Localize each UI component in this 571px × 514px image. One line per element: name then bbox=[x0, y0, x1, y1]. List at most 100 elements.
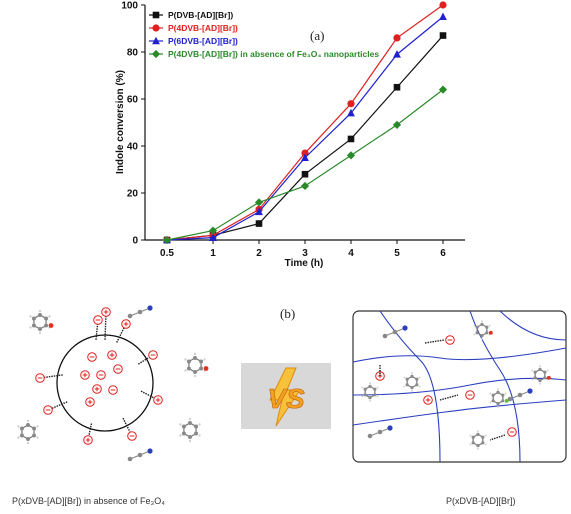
cation-icon bbox=[107, 350, 117, 360]
substrate-molecules-right bbox=[361, 320, 551, 450]
legend-entry: P(4DVB-[AD][Br]) in absence of Fe₃O₄ nan… bbox=[168, 49, 379, 59]
legend-entry: P(DVB-[AD][Br]) bbox=[168, 10, 233, 20]
anion-icon bbox=[108, 385, 118, 395]
data-point bbox=[255, 220, 263, 227]
molecule-icon bbox=[361, 382, 379, 402]
y-tick-label: 20 bbox=[127, 189, 139, 200]
polymer-sphere bbox=[56, 334, 154, 432]
data-point bbox=[347, 100, 355, 108]
series-line bbox=[166, 35, 444, 241]
legend-marker bbox=[152, 24, 160, 32]
molecule-icon bbox=[179, 417, 201, 443]
inner-ions bbox=[80, 350, 123, 407]
anion-icon bbox=[35, 373, 45, 383]
nitrile-molecule-icon bbox=[507, 388, 533, 402]
data-point bbox=[439, 1, 447, 9]
data-point bbox=[346, 151, 356, 160]
data-point bbox=[393, 83, 401, 91]
anion-icon bbox=[127, 431, 137, 441]
polymer-sphere-illustration bbox=[17, 305, 209, 462]
scheme-panel-b: (b) VS P(x bbox=[12, 305, 567, 506]
molecule-icon bbox=[184, 352, 209, 378]
data-point bbox=[162, 235, 172, 245]
data-point bbox=[301, 149, 309, 157]
molecule-icon bbox=[469, 430, 487, 450]
linker-chain bbox=[95, 319, 99, 340]
nitrile-molecule-icon bbox=[367, 425, 393, 439]
caption-right: P(xDVB-[AD][Br]) bbox=[446, 496, 516, 506]
data-point bbox=[255, 207, 263, 216]
x-tick-label: 1 bbox=[210, 248, 216, 259]
nitrile-molecule-icon bbox=[127, 448, 153, 462]
data-point bbox=[347, 108, 355, 117]
data-point bbox=[347, 135, 355, 143]
legend-entry: P(4DVB-[AD][Br]) bbox=[168, 23, 238, 33]
legend-entry: P(6DVB-[AD][Br]) bbox=[168, 36, 238, 46]
x-tick-label: 6 bbox=[440, 248, 446, 259]
x-axis-ticks: 0.5 1 2 3 4 5 6 bbox=[160, 240, 446, 259]
molecule-icon bbox=[531, 365, 551, 385]
data-point bbox=[301, 153, 309, 162]
x-tick-label: 3 bbox=[302, 248, 308, 259]
anion-icon bbox=[93, 315, 103, 325]
y-axis-ticks: 0 20 40 60 80 100 bbox=[121, 1, 145, 247]
nitrile-molecule-icon bbox=[127, 305, 153, 319]
x-tick-label: 4 bbox=[348, 248, 354, 259]
data-point bbox=[439, 12, 447, 21]
molecule-icon bbox=[473, 320, 493, 340]
linker-chain bbox=[122, 417, 133, 437]
series-line bbox=[166, 89, 444, 241]
anion-icon bbox=[87, 352, 97, 362]
cation-icon bbox=[121, 319, 131, 329]
network-illustration bbox=[352, 310, 567, 463]
cation-icon bbox=[83, 435, 93, 445]
x-tick-label: 2 bbox=[256, 248, 262, 259]
vs-icon: VS bbox=[241, 363, 331, 429]
molecule-icon bbox=[403, 372, 421, 392]
cation-icon bbox=[80, 370, 90, 380]
linker-chain bbox=[39, 374, 63, 379]
cation-icon bbox=[423, 395, 433, 405]
molecule-icon bbox=[489, 388, 509, 408]
x-axis-label: Time (h) bbox=[285, 258, 324, 269]
linker-chain bbox=[424, 339, 445, 344]
data-point bbox=[393, 50, 401, 58]
molecule-icon bbox=[29, 309, 54, 335]
lightning-bolt-icon bbox=[269, 367, 301, 427]
anion-icon bbox=[507, 427, 517, 437]
linker-chain bbox=[116, 323, 127, 343]
cation-icon bbox=[85, 397, 95, 407]
linker-chain bbox=[47, 401, 68, 411]
anion-icon bbox=[445, 335, 455, 345]
y-tick-label: 40 bbox=[127, 142, 139, 153]
y-tick-label: 0 bbox=[132, 236, 138, 247]
substrate-molecules-left bbox=[17, 305, 209, 462]
legend-marker bbox=[151, 49, 161, 59]
y-tick-label: 60 bbox=[127, 95, 139, 106]
x-tick-label: 5 bbox=[394, 248, 400, 259]
panel-label-a: (a) bbox=[310, 28, 324, 43]
outer-ions bbox=[35, 307, 163, 445]
anion-icon bbox=[148, 350, 158, 360]
anion-icon bbox=[43, 405, 53, 415]
data-point bbox=[392, 120, 402, 129]
y-tick-label: 100 bbox=[121, 1, 138, 12]
cation-icon bbox=[153, 395, 163, 405]
series-4 bbox=[162, 85, 448, 245]
data-point bbox=[439, 32, 447, 39]
linker-chain bbox=[87, 423, 93, 441]
vs-text: VS bbox=[267, 383, 305, 414]
data-point bbox=[301, 170, 309, 178]
data-point bbox=[393, 34, 401, 42]
data-point bbox=[209, 233, 217, 241]
legend-marker bbox=[152, 11, 160, 19]
network-ions bbox=[375, 335, 517, 441]
series-3 bbox=[163, 12, 447, 244]
caption-left: P(xDVB-[AD][Br]) in absence of Fe₃O₄ bbox=[12, 496, 165, 506]
series-layer bbox=[162, 1, 448, 245]
cation-icon bbox=[101, 307, 111, 317]
series-1 bbox=[163, 32, 447, 244]
data-point bbox=[254, 198, 264, 207]
y-axis-label: Indole conversion (%) bbox=[115, 70, 126, 174]
